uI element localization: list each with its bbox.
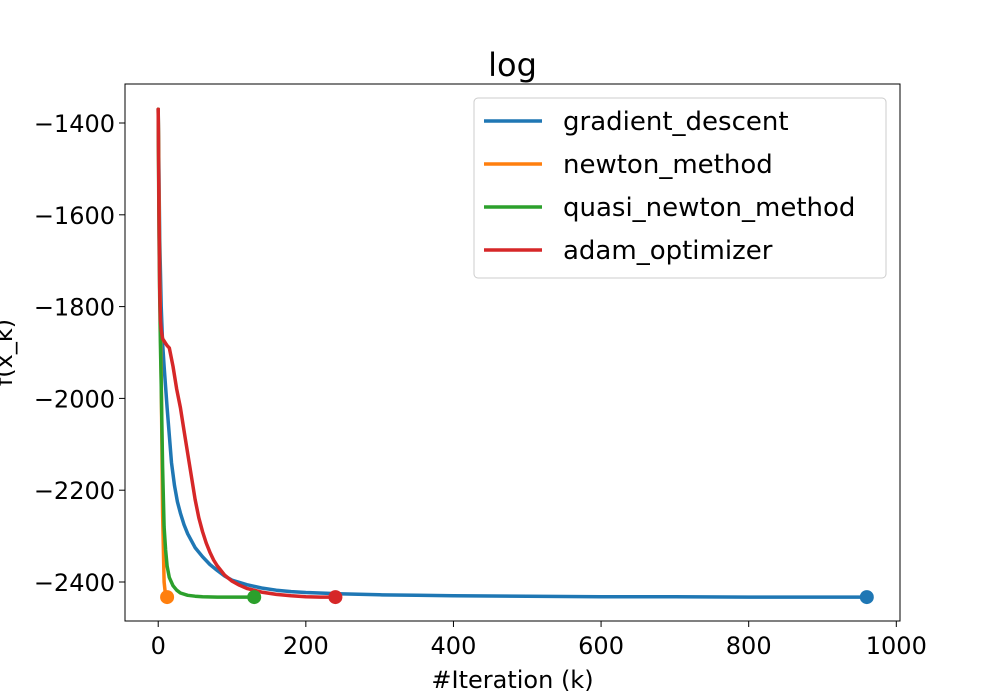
x-tick-label: 600 xyxy=(578,632,624,660)
end-marker-gradient-descent xyxy=(859,590,874,605)
legend-label-gradient-descent: gradient_descent xyxy=(563,107,789,137)
x-axis: 0 200 400 600 800 1000 xyxy=(151,621,927,660)
y-tick-label: −1800 xyxy=(34,294,115,322)
series-line-quasi-newton-method xyxy=(156,107,256,599)
x-tick-label: 1000 xyxy=(866,632,927,660)
legend-label-quasi-newton-method: quasi_newton_method xyxy=(563,193,855,223)
chart-title: log xyxy=(488,46,537,84)
end-marker-quasi-newton-method xyxy=(247,590,262,605)
x-tick-label: 400 xyxy=(431,632,477,660)
end-marker-newton-method xyxy=(160,590,175,605)
end-marker-adam-optimizer xyxy=(328,590,343,605)
legend-label-adam-optimizer: adam_optimizer xyxy=(563,236,773,266)
y-tick-label: −2400 xyxy=(34,569,115,597)
x-axis-label: #Iteration (k) xyxy=(431,666,593,694)
y-tick-label: −2000 xyxy=(34,385,115,413)
y-axis: −1400 −1600 −1800 −2000 −2200 −2400 xyxy=(34,110,125,597)
legend: gradient_descent newton_method quasi_newto… xyxy=(473,97,887,279)
y-tick-label: −2200 xyxy=(34,477,115,505)
y-tick-label: −1400 xyxy=(34,110,115,138)
plot-frame xyxy=(124,83,901,622)
x-tick-label: 200 xyxy=(283,632,329,660)
series-line-gradient-descent xyxy=(156,107,869,599)
y-tick-label: −1600 xyxy=(34,202,115,230)
legend-label-newton-method: newton_method xyxy=(563,150,773,180)
legend-box xyxy=(473,97,887,279)
x-tick-label: 800 xyxy=(726,632,772,660)
end-markers xyxy=(160,590,874,605)
plot-lines xyxy=(156,107,869,599)
x-tick-label: 0 xyxy=(151,632,166,660)
y-axis-label: f(x_k) xyxy=(0,319,18,386)
